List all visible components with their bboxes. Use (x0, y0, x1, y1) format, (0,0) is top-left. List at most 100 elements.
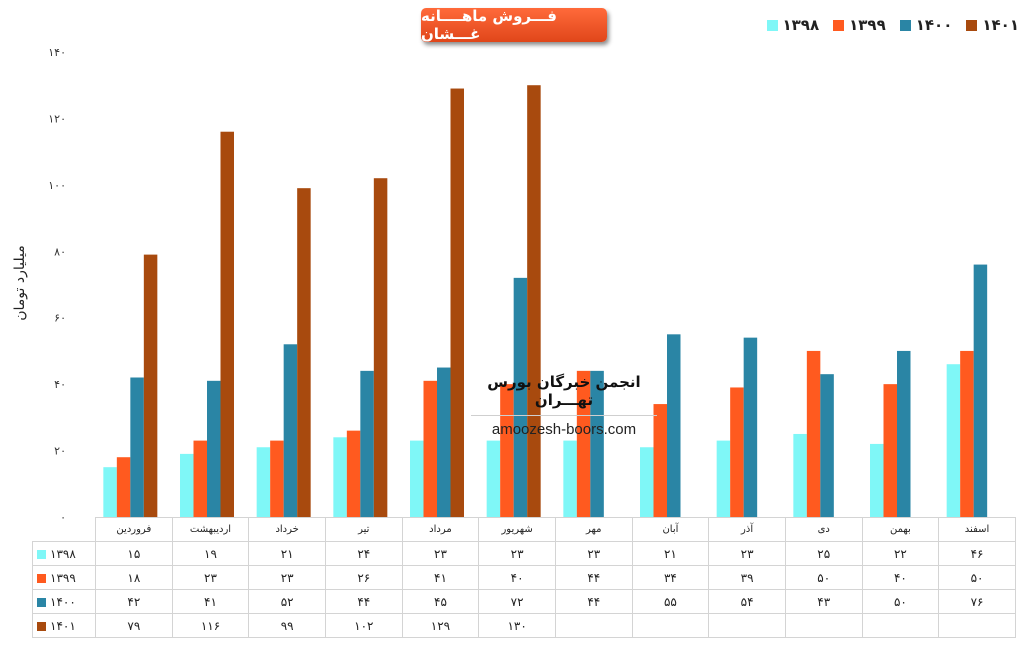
legend-label: ۱۴۰۱ (982, 16, 1019, 34)
table-row: ۱۳۹۹ ۱۸ ۲۳ ۲۳ ۲۶ ۴۱ ۴۰ ۴۴ ۳۴ ۳۹ ۵۰ ۴۰ ۵۰ (32, 565, 1016, 590)
bar (563, 440, 577, 517)
bar (180, 453, 194, 517)
data-label: ۵۰ (938, 565, 1016, 590)
bar (806, 350, 821, 517)
category-label: شهریور (478, 517, 556, 542)
bar (576, 370, 591, 517)
data-label: ۲۱ (248, 541, 326, 566)
data-label: ۲۳ (171, 565, 250, 590)
data-label: ۱۸ (95, 565, 173, 590)
watermark-url: amoozesh-boors.com (491, 421, 637, 438)
data-label: ۴۴ (324, 589, 403, 614)
series-name: ۱۴۰۱ (50, 618, 76, 633)
bar (360, 370, 374, 517)
y-tick-label: ۱۲۰ (48, 112, 66, 125)
legend-swatch (766, 19, 778, 31)
data-label (861, 613, 940, 638)
table-row: ۱۴۰۰ ۴۲ ۴۱ ۵۲ ۴۴ ۴۵ ۷۲ ۴۴ ۵۵ ۵۴ ۴۳ ۵۰ ۷۶ (32, 589, 1016, 614)
category-label: تیر (324, 517, 403, 542)
data-label (631, 613, 710, 638)
legend-swatch (966, 19, 978, 31)
legend-item: ۱۳۹۸ (766, 16, 820, 34)
data-label: ۳۹ (708, 565, 786, 590)
bar (373, 178, 388, 517)
series-swatch (37, 549, 46, 559)
category-label: آذر (708, 517, 786, 542)
data-label: ۱۱۶ (171, 613, 250, 638)
legend-item: ۱۳۹۹ (833, 16, 886, 34)
bar (346, 430, 361, 517)
table-row: ۱۴۰۱ ۷۹ ۱۱۶ ۹۹ ۱۰۲ ۱۲۹ ۱۳۰ (32, 613, 1016, 638)
category-label: دی (784, 517, 863, 542)
data-label: ۴۶ (938, 541, 1016, 566)
table-corner (33, 518, 96, 542)
data-table: فروردین اردیبهشت خرداد تیر مرداد شهریور مهر آبا… (32, 517, 1016, 638)
bar (667, 334, 681, 517)
data-label: ۴۳ (784, 589, 863, 614)
y-tick-label: ۰ (60, 511, 66, 524)
bar (283, 344, 298, 517)
bar (946, 364, 961, 517)
data-label: ۵۴ (708, 589, 786, 614)
category-label: اسفند (938, 517, 1016, 542)
bar (450, 88, 464, 518)
bar (193, 440, 207, 517)
bar (333, 437, 347, 517)
bar (103, 467, 117, 517)
data-label: ۵۵ (631, 589, 710, 614)
bar (486, 440, 501, 517)
table-row: ۱۳۹۸ ۱۵ ۱۹ ۲۱ ۲۴ ۲۳ ۲۳ ۲۳ ۲۱ ۲۳ ۲۵ ۲۲ ۴۶ (32, 541, 1016, 566)
category-label: خرداد (248, 517, 326, 542)
chart-title: فـــروش ماهــــانه غـــشان (421, 7, 607, 43)
bar (116, 457, 131, 517)
data-label: ۲۵ (784, 541, 863, 566)
data-label (554, 613, 633, 638)
data-label: ۳۴ (631, 565, 710, 590)
series-swatch (37, 597, 46, 607)
bar (820, 374, 834, 517)
data-label: ۴۴ (554, 589, 633, 614)
data-label: ۱۲۹ (401, 613, 480, 638)
data-label: ۴۱ (401, 565, 480, 590)
bar (743, 337, 758, 517)
data-label: ۵۰ (861, 589, 940, 614)
watermark-title: انجمن خبرگان بورس تهـــران (471, 373, 657, 416)
data-label: ۲۲ (861, 541, 940, 566)
legend: ۱۳۹۸ ۱۳۹۹ ۱۴۰۰ ۱۴۰۱ (766, 16, 1019, 34)
series-name: ۱۴۰۰ (50, 594, 76, 609)
bar (527, 85, 541, 517)
bar (883, 384, 897, 517)
data-label: ۴۱ (171, 589, 250, 614)
watermark: انجمن خبرگان بورس تهـــران amoozesh-boor… (471, 373, 657, 438)
series-header: ۱۳۹۸ (32, 541, 96, 566)
data-label: ۲۴ (324, 541, 403, 566)
series-header: ۱۴۰۱ (32, 613, 96, 638)
bar (716, 440, 731, 517)
data-label: ۲۳ (401, 541, 480, 566)
bar (297, 188, 311, 517)
category-label: مرداد (401, 517, 480, 542)
bar (730, 387, 744, 517)
data-label: ۴۰ (478, 565, 556, 590)
bar (220, 131, 234, 517)
bar (410, 440, 424, 517)
series-header: ۱۴۰۰ (32, 589, 96, 614)
data-label: ۷۲ (478, 589, 556, 614)
category-label: آبان (631, 517, 710, 542)
legend-item: ۱۴۰۱ (966, 16, 1019, 34)
data-label (938, 613, 1016, 638)
bar (256, 447, 271, 517)
category-label: بهمن (861, 517, 940, 542)
data-label: ۲۶ (324, 565, 403, 590)
series-swatch (37, 573, 46, 583)
legend-swatch (899, 19, 911, 31)
data-label: ۲۳ (478, 541, 556, 566)
bar (793, 433, 807, 517)
legend-label: ۱۳۹۸ (782, 16, 820, 34)
bar (590, 370, 604, 517)
data-label: ۲۳ (708, 541, 786, 566)
data-label: ۲۳ (248, 565, 326, 590)
data-label: ۲۳ (554, 541, 633, 566)
data-label: ۵۲ (248, 589, 326, 614)
